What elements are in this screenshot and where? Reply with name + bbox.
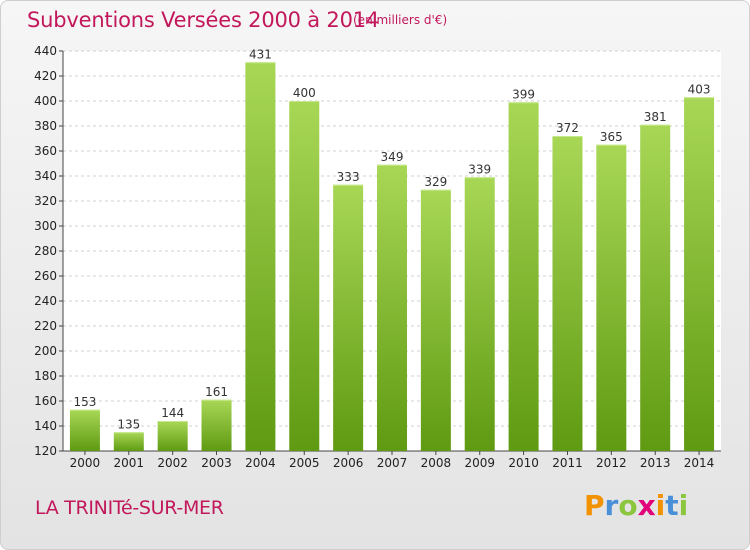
bar [245, 62, 276, 451]
y-tick-label: 220 [34, 319, 57, 333]
x-tick-label: 2013 [640, 456, 671, 470]
bar [508, 102, 539, 451]
x-tick-label: 2011 [552, 456, 583, 470]
y-tick-label: 320 [34, 194, 57, 208]
bar [464, 177, 495, 451]
y-tick-label: 300 [34, 219, 57, 233]
bar [596, 144, 627, 451]
x-tick-label: 2000 [70, 456, 101, 470]
bar-value-label: 333 [337, 170, 360, 184]
bars [69, 62, 715, 451]
bar-value-label: 365 [600, 130, 623, 144]
bar [69, 409, 100, 451]
bar [201, 399, 232, 451]
y-tick-label: 440 [34, 44, 57, 58]
x-tick-label: 2006 [333, 456, 364, 470]
y-tick-label: 260 [34, 269, 57, 283]
chart-title: Subventions Versées 2000 à 2014 [27, 8, 380, 32]
x-tick-label: 2007 [377, 456, 408, 470]
x-tick-label: 2001 [114, 456, 145, 470]
x-tick-label: 2005 [289, 456, 320, 470]
bar [640, 124, 671, 451]
bar [377, 164, 407, 451]
y-tick-label: 200 [34, 344, 57, 358]
commune-name: LA TRINITé-SUR-MER [35, 497, 224, 519]
bar-value-label: 399 [512, 87, 535, 101]
bar-value-label: 153 [73, 395, 96, 409]
proxiti-logo[interactable]: Proxiti [584, 489, 688, 522]
bar-value-label: 161 [205, 385, 228, 399]
logo-letter: r [604, 489, 619, 522]
chart-subtitle: (en milliers d'€) [353, 13, 448, 27]
x-tick-label: 2014 [684, 456, 715, 470]
y-axis-ticks: 120 140 160 180 200 220 240 260 280 300 320 340 360 3… [34, 44, 57, 458]
bar [157, 421, 188, 451]
bar-value-label: 403 [688, 82, 711, 96]
logo-letter: t [665, 489, 679, 522]
bar [552, 136, 583, 451]
x-tick-label: 2008 [421, 456, 452, 470]
y-tick-label: 420 [34, 69, 57, 83]
bar-value-label: 349 [381, 150, 404, 164]
y-tick-label: 180 [34, 369, 57, 383]
bar-value-label: 372 [556, 121, 579, 135]
bar [113, 432, 144, 451]
y-tick-label: 360 [34, 144, 57, 158]
logo-letter: x [637, 489, 656, 522]
logo-letter: i [655, 489, 666, 522]
logo-letter: P [584, 489, 605, 522]
y-tick-label: 140 [34, 419, 57, 433]
bar-value-label: 144 [161, 406, 184, 420]
bar [420, 189, 451, 451]
y-tick-label: 120 [34, 444, 57, 458]
data-labels: 153 135 144 161 431 400 333 349 329 339 399 372 365 3… [73, 47, 710, 431]
logo-letter: i [678, 489, 689, 522]
y-tick-label: 280 [34, 244, 57, 258]
y-tick-label: 240 [34, 294, 57, 308]
y-tick-label: 160 [34, 394, 57, 408]
x-axis-ticks: 2000 2001 2002 2003 2004 2005 2006 2007 2008 2009… [70, 456, 715, 470]
x-tick-label: 2010 [508, 456, 539, 470]
bar-value-label: 381 [644, 110, 667, 124]
x-tick-label: 2012 [596, 456, 627, 470]
bar-value-label: 329 [424, 175, 447, 189]
bar-value-label: 339 [468, 162, 491, 176]
logo-letter: o [618, 489, 638, 522]
bar-value-label: 135 [117, 417, 140, 431]
bar-value-label: 431 [249, 47, 272, 61]
bar [333, 184, 364, 451]
bar [289, 101, 320, 451]
bar-value-label: 400 [293, 86, 316, 100]
x-tick-label: 2009 [464, 456, 495, 470]
x-tick-label: 2002 [157, 456, 188, 470]
x-tick-label: 2003 [201, 456, 232, 470]
y-tick-label: 340 [34, 169, 57, 183]
y-tick-label: 400 [34, 94, 57, 108]
bar [684, 97, 715, 451]
y-tick-label: 380 [34, 119, 57, 133]
x-tick-label: 2004 [245, 456, 276, 470]
